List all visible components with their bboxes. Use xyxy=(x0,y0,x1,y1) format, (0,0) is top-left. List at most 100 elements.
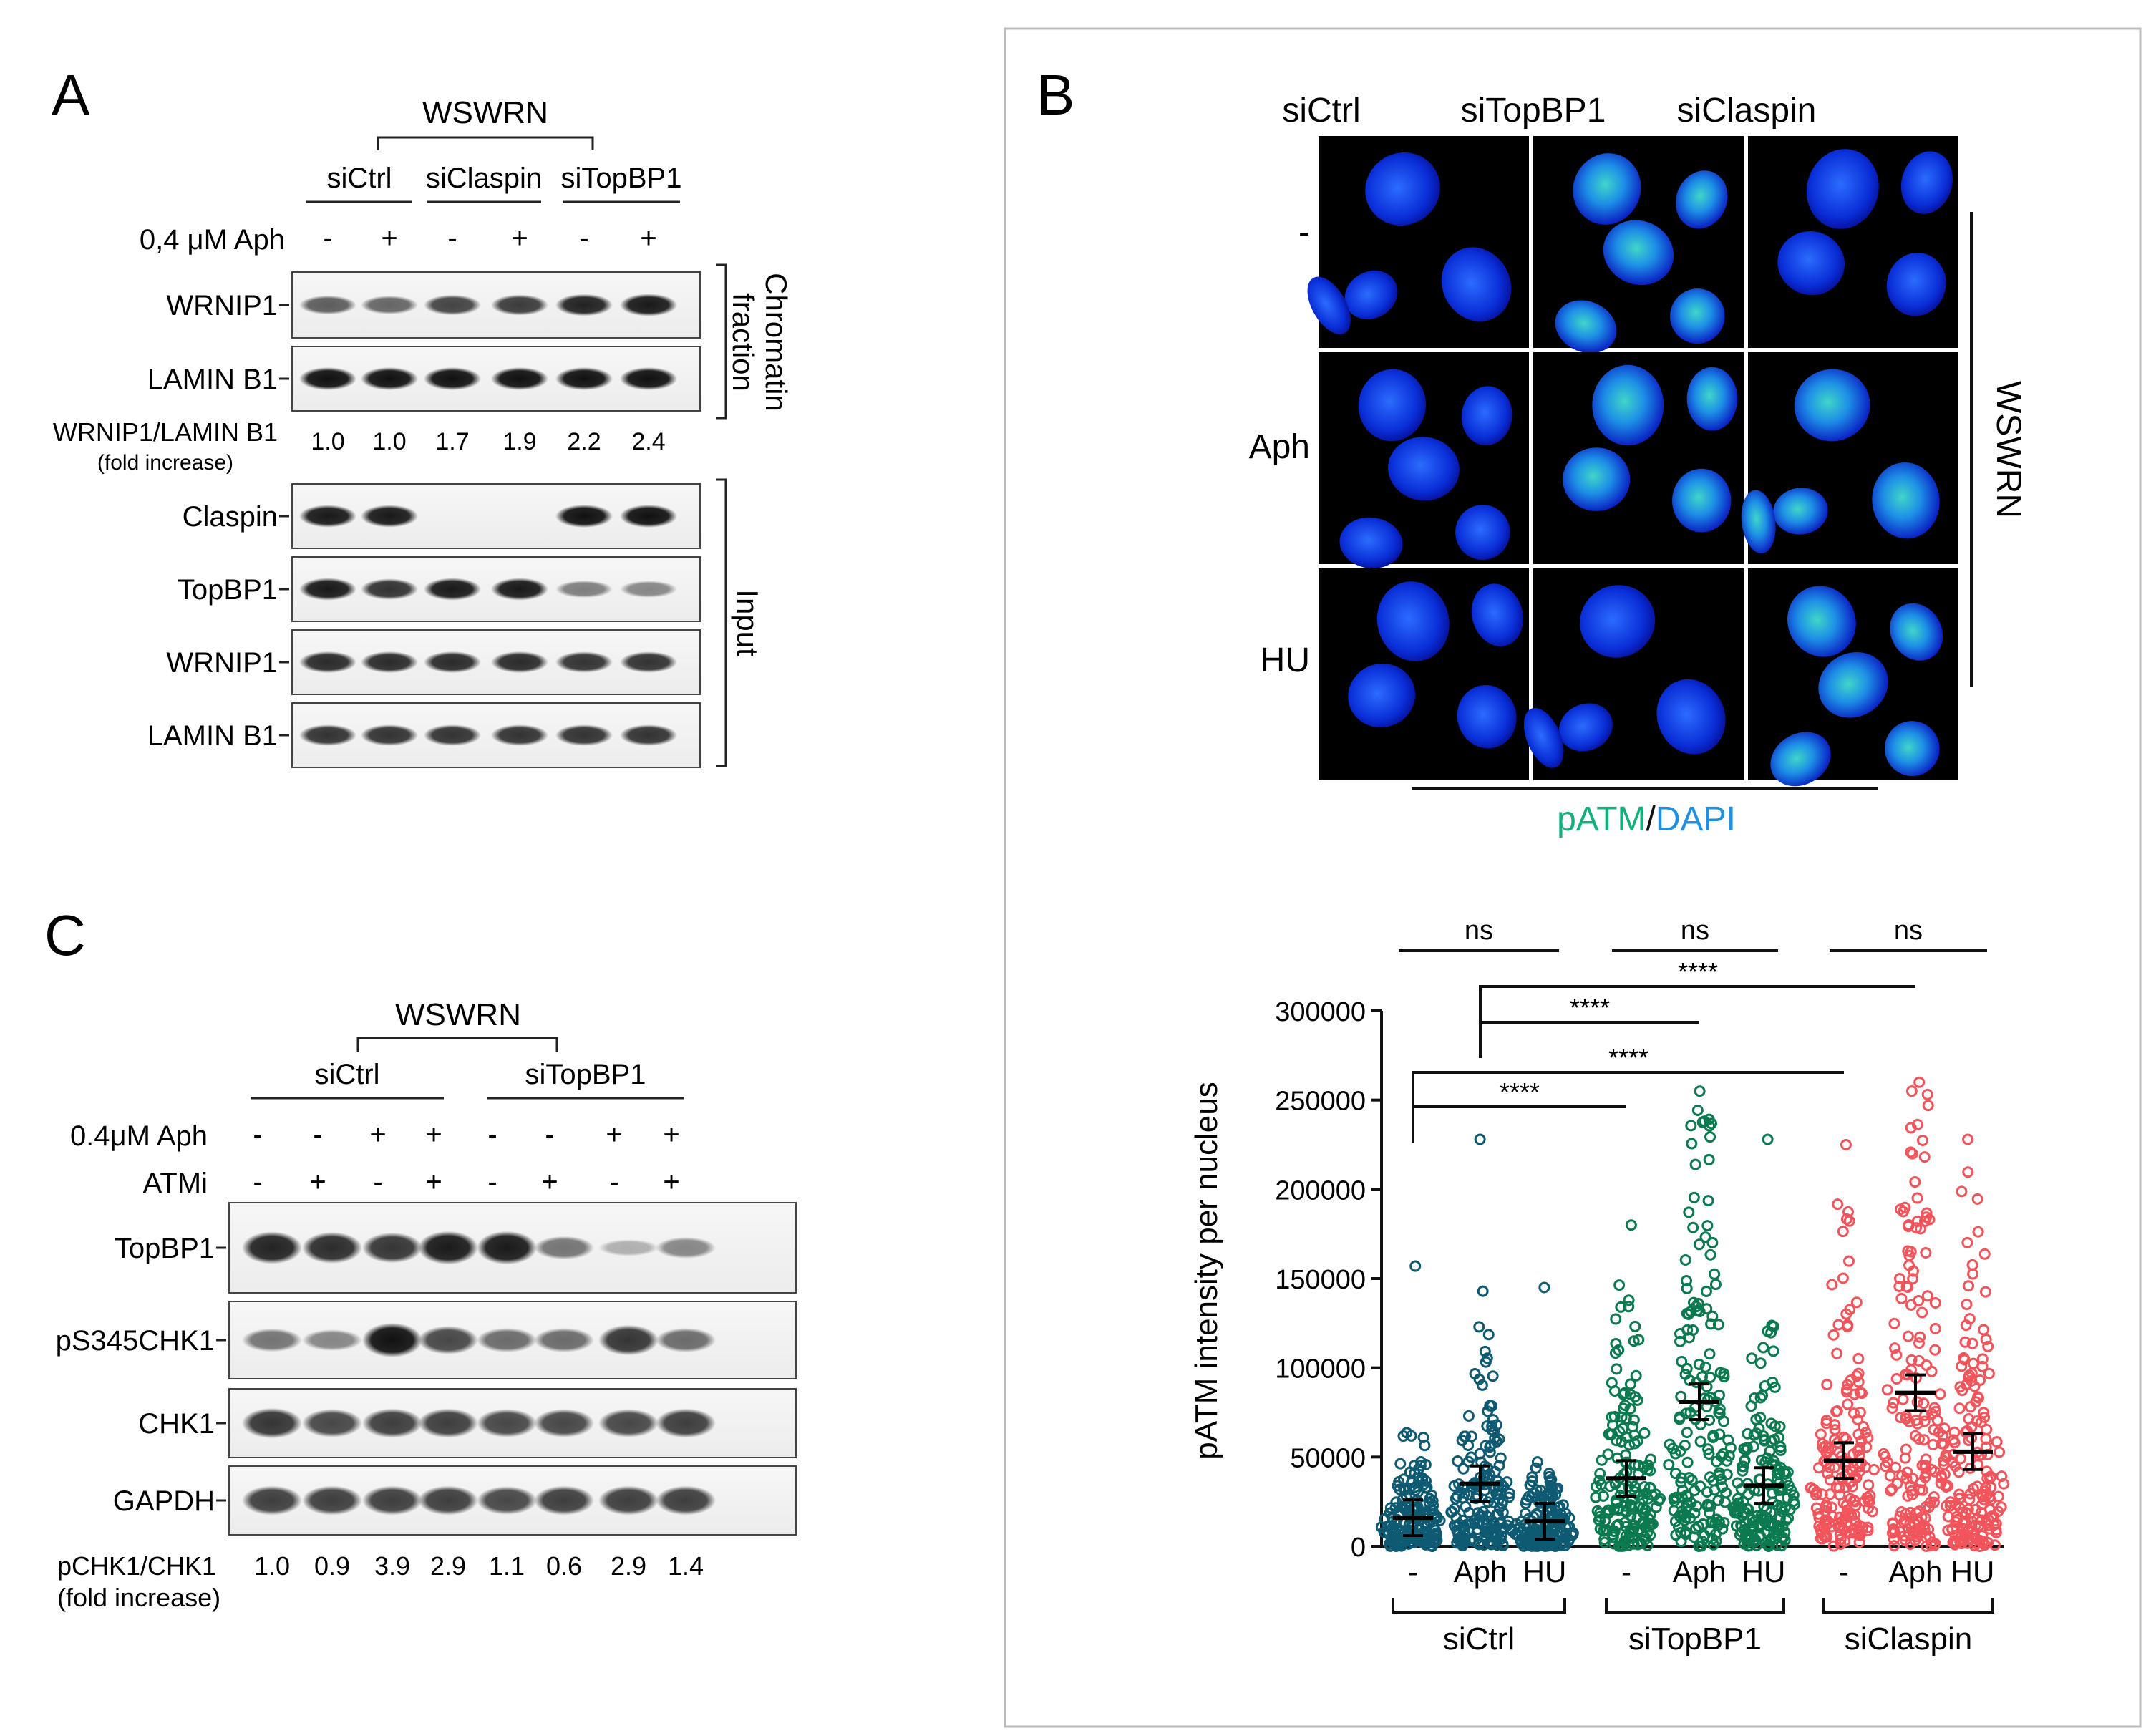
data-point xyxy=(1479,1345,1491,1357)
data-point xyxy=(1485,1491,1497,1503)
stain-legend: pATM/DAPI xyxy=(1557,800,1736,838)
chromatin-lamin-band xyxy=(424,367,481,390)
panel-a-ratio-value: 1.9 xyxy=(502,428,536,455)
panel-c-band xyxy=(534,1485,594,1516)
nucleus xyxy=(1770,732,1831,787)
data-point xyxy=(1979,1286,1991,1298)
data-point xyxy=(1633,1334,1645,1346)
data-point xyxy=(1602,1448,1614,1460)
nucleus xyxy=(1592,364,1664,446)
data-point xyxy=(1774,1444,1787,1456)
chart-group-label: siCtrl xyxy=(1443,1621,1515,1657)
stain-blue: DAPI xyxy=(1656,800,1736,838)
chart-x-category: HU xyxy=(1951,1555,1995,1589)
data-point xyxy=(1626,1420,1638,1432)
data-point xyxy=(1907,1273,1919,1285)
panel-a-letter: A xyxy=(52,63,90,127)
data-point xyxy=(1713,1467,1725,1479)
data-point xyxy=(1446,1505,1458,1518)
data-point xyxy=(1820,1448,1832,1460)
panel-c-ratio-value: 0.9 xyxy=(314,1551,350,1581)
data-point xyxy=(1822,1468,1834,1480)
panel-c-aph-sign: + xyxy=(606,1119,622,1150)
data-point xyxy=(1923,1523,1935,1536)
data-point xyxy=(1387,1535,1399,1547)
data-point xyxy=(1692,1521,1704,1533)
data-point xyxy=(1956,1185,1968,1198)
chromatin-wrnip1-band xyxy=(299,295,356,315)
data-point xyxy=(1739,1455,1751,1467)
data-point xyxy=(1782,1512,1795,1524)
data-point xyxy=(1852,1445,1864,1457)
data-point xyxy=(1922,1100,1934,1112)
data-point xyxy=(1916,1484,1928,1496)
data-point xyxy=(1718,1517,1730,1529)
data-point xyxy=(1982,1340,1994,1352)
data-point xyxy=(1978,1324,1990,1336)
data-point xyxy=(1623,1301,1635,1313)
data-point xyxy=(1473,1373,1485,1385)
data-point xyxy=(1815,1428,1827,1440)
panel-c-band xyxy=(598,1324,659,1356)
data-point xyxy=(1972,1226,1984,1238)
nucleus xyxy=(1455,505,1510,561)
data-point xyxy=(1497,1538,1509,1550)
data-point xyxy=(1860,1426,1872,1438)
data-point xyxy=(1674,1411,1686,1423)
data-point xyxy=(1829,1461,1841,1473)
chart-y-tick-label: 200000 xyxy=(1275,1175,1366,1206)
chart-group-bracket xyxy=(1822,1598,1994,1614)
data-point xyxy=(1816,1488,1828,1500)
data-point xyxy=(1888,1397,1900,1409)
data-point xyxy=(1525,1491,1538,1503)
data-point xyxy=(1702,1195,1714,1207)
data-point xyxy=(1893,1280,1905,1292)
data-point xyxy=(1918,1151,1931,1163)
data-point xyxy=(1601,1524,1613,1536)
panel-a-treatment-sign: + xyxy=(640,223,656,254)
data-point xyxy=(1842,1398,1854,1410)
data-point xyxy=(1787,1495,1800,1508)
data-point xyxy=(1948,1426,1961,1438)
data-point xyxy=(1978,1248,1991,1260)
chart-y-tick-label: 250000 xyxy=(1275,1087,1366,1117)
panel-c-band xyxy=(418,1231,478,1265)
data-point xyxy=(1417,1478,1429,1490)
nucleus xyxy=(1794,369,1870,442)
data-point xyxy=(1991,1436,2003,1448)
data-point xyxy=(1957,1523,1969,1535)
data-point xyxy=(1994,1446,2006,1458)
data-point xyxy=(1919,1512,1931,1524)
data-point xyxy=(1487,1414,1499,1426)
data-point xyxy=(1946,1456,1958,1468)
data-point xyxy=(1751,1539,1763,1551)
nucleus xyxy=(1672,468,1732,533)
nucleus xyxy=(1563,447,1631,511)
data-point xyxy=(1608,1385,1621,1397)
panel-c-topbp1-blot-label: TopBP1 xyxy=(115,1233,215,1264)
data-point xyxy=(1966,1259,1978,1271)
data-point xyxy=(1903,1416,1915,1428)
data-point xyxy=(1963,1533,1975,1546)
data-point xyxy=(1700,1285,1712,1297)
data-point xyxy=(1978,1407,1990,1419)
chart-ylabel: pATM intensity per nucleus xyxy=(1189,1082,1224,1459)
data-point xyxy=(1397,1430,1409,1442)
data-point xyxy=(1486,1420,1498,1432)
data-point xyxy=(1850,1500,1862,1512)
data-point xyxy=(1408,1460,1420,1472)
data-point xyxy=(1944,1496,1956,1508)
data-point xyxy=(1681,1456,1694,1468)
input-wrnip1-blot-label: WRNIP1 xyxy=(166,647,278,679)
panel-c-atmi-sign: - xyxy=(373,1166,382,1198)
chromatin-wrnip1-band xyxy=(361,296,418,314)
data-point xyxy=(1813,1512,1825,1524)
data-point xyxy=(1734,1502,1747,1514)
data-point xyxy=(1911,1192,1923,1204)
nucleus xyxy=(1344,270,1398,320)
data-point xyxy=(1758,1435,1770,1447)
data-point xyxy=(1810,1489,1822,1501)
data-point xyxy=(1929,1296,1941,1309)
chart-x-category: Aph xyxy=(1889,1555,1943,1589)
data-point xyxy=(1706,1236,1719,1248)
